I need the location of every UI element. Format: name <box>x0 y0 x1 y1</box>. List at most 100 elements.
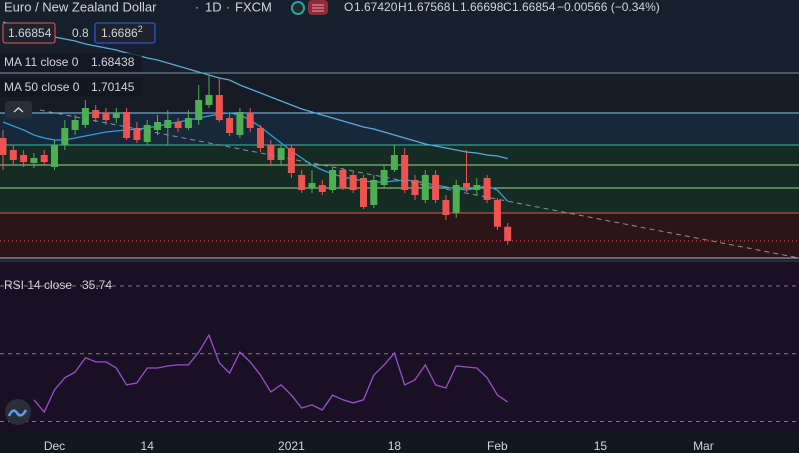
candle-body <box>71 120 79 130</box>
candle-body <box>463 183 470 188</box>
candle-body <box>370 180 378 205</box>
candle-body <box>0 138 7 155</box>
candle-body <box>442 200 450 215</box>
ohlc-value: 1.66698 <box>460 0 504 14</box>
candle-body <box>164 120 172 128</box>
candle-body <box>329 170 337 190</box>
candle-body <box>473 185 481 190</box>
ohlc-value: 1.66854 <box>512 0 556 14</box>
x-tick-label: Dec <box>44 439 65 453</box>
legend-name: MA 11 close 0 <box>4 55 79 69</box>
x-tick-label: 18 <box>388 439 402 453</box>
time-axis <box>0 432 799 453</box>
candle-body <box>81 108 89 125</box>
legend-name: MA 50 close 0 <box>4 80 80 94</box>
candle-body <box>102 113 110 120</box>
separator: · <box>195 0 199 14</box>
candle-body <box>432 175 440 200</box>
candle-body <box>143 125 151 142</box>
level-zone <box>0 188 799 213</box>
x-tick-label: 15 <box>594 439 608 453</box>
candle-body <box>246 113 254 128</box>
ohlc-label: L <box>452 0 459 14</box>
time-axis-labels: Dec14202118Feb15Mar15 <box>44 439 714 453</box>
buy-price: 1.66862 <box>101 24 143 40</box>
candle-body <box>298 175 306 190</box>
x-tick-label: 2021 <box>278 439 305 453</box>
separator: · <box>226 0 230 14</box>
candle-body <box>226 118 234 133</box>
candle-body <box>123 112 131 138</box>
x-tick-label: 14 <box>141 439 155 453</box>
interval: 1D <box>205 0 222 14</box>
ohlc-value: 1.67568 <box>407 0 451 14</box>
candle-body <box>215 95 223 120</box>
candle-body <box>51 145 58 167</box>
candle-body <box>411 180 419 195</box>
source: FXCM <box>235 0 272 14</box>
ohlc-label: C <box>503 0 512 14</box>
candle-body <box>257 128 264 148</box>
series-line <box>33 333 509 414</box>
rsi-pane <box>0 262 799 432</box>
candle-body <box>174 122 182 128</box>
candle-body <box>236 112 244 135</box>
buy-main: 1.6686 <box>101 26 138 40</box>
candle-body <box>390 155 398 170</box>
change: −0.00566 (−0.34%) <box>557 0 660 14</box>
level-zone <box>0 145 799 165</box>
series-line <box>2 21 508 160</box>
buy-button[interactable] <box>94 22 156 44</box>
ohlc-label: O <box>344 0 353 14</box>
collapse-button[interactable] <box>5 101 32 118</box>
candle-body <box>308 183 316 188</box>
legend-value: 35.74 <box>82 278 112 292</box>
candle-body <box>133 128 141 140</box>
candle-body <box>61 128 69 145</box>
candle-body <box>184 118 192 128</box>
events-icon <box>312 4 324 12</box>
legend-name: RSI 14 close <box>4 278 72 292</box>
candle-body <box>92 110 100 118</box>
logo[interactable] <box>5 399 31 425</box>
legend-value: 1.68438 <box>91 55 135 69</box>
candle-body <box>205 95 213 105</box>
ohlc-value: 1.67420 <box>354 0 398 14</box>
trend-line <box>39 109 799 259</box>
buy-pip: 2 <box>138 24 143 34</box>
candle-body <box>452 185 460 213</box>
symbol: Euro / New Zealand Dollar <box>4 0 157 14</box>
level-zone <box>0 113 799 145</box>
candle-body <box>339 170 347 188</box>
candle-body <box>493 200 501 227</box>
candle-body <box>504 226 512 241</box>
candle-body <box>401 155 409 190</box>
sell-button[interactable] <box>2 22 56 44</box>
candle-body <box>349 175 357 190</box>
pane-background <box>0 262 799 432</box>
level-zone <box>0 213 799 258</box>
market-status[interactable] <box>291 1 305 15</box>
collapse-icon <box>13 106 24 113</box>
legend-value: 1.70145 <box>91 80 135 94</box>
candle-body <box>483 178 491 200</box>
candle-body <box>421 175 429 200</box>
candle-body <box>267 145 275 160</box>
candle-body <box>195 100 203 120</box>
candle-body <box>112 113 120 118</box>
candle-body <box>380 170 388 185</box>
candle-body <box>287 148 295 173</box>
ohlc-label: H <box>398 0 407 14</box>
candle-body <box>30 158 38 163</box>
x-tick-label: Mar <box>693 439 714 453</box>
level-zone <box>0 165 799 188</box>
spread: 0.8 <box>72 26 89 40</box>
legend-row <box>0 78 142 97</box>
logo-icon <box>7 409 28 417</box>
candle-body <box>277 148 285 160</box>
candle-body <box>318 185 326 192</box>
candle-body <box>154 122 161 130</box>
sell-price: 1.66854 <box>8 26 52 40</box>
